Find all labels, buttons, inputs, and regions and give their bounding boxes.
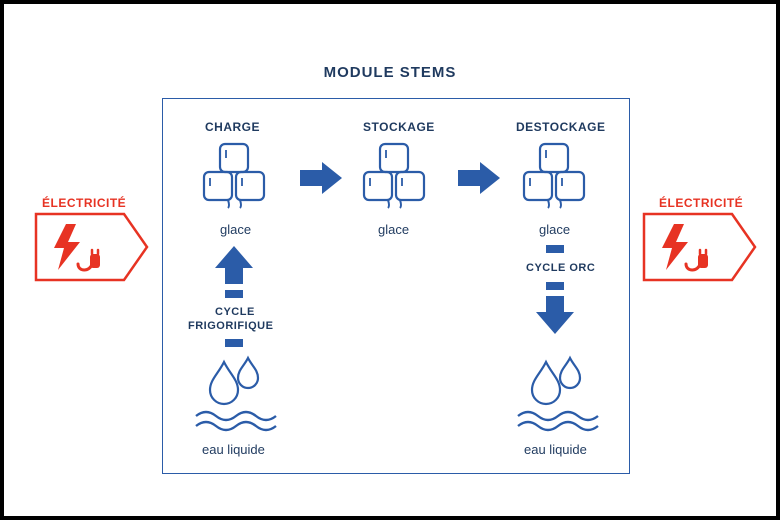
stage-destockage-label: DESTOCKAGE bbox=[516, 120, 605, 134]
cycle-orc-label: CYCLE ORC bbox=[526, 262, 595, 274]
electricity-out-label: ÉLECTRICITÉ bbox=[659, 196, 743, 210]
water-right-icon bbox=[512, 354, 602, 434]
caption-stockage-glace: glace bbox=[378, 222, 409, 237]
ice-cubes-charge-icon bbox=[196, 140, 272, 210]
electricity-in-label: ÉLECTRICITÉ bbox=[42, 196, 126, 210]
bolt-plug-icon-out bbox=[654, 220, 718, 274]
stage-stockage-label: STOCKAGE bbox=[363, 120, 435, 134]
ice-cubes-stockage-icon bbox=[356, 140, 432, 210]
cycle-frigo-line1: CYCLE bbox=[215, 306, 255, 318]
diagram-title: MODULE STEMS bbox=[4, 64, 776, 81]
arrow-right-2-icon bbox=[456, 160, 502, 196]
bolt-plug-icon-in bbox=[46, 220, 110, 274]
caption-destockage-glace: glace bbox=[539, 222, 570, 237]
caption-eau-liquide-left: eau liquide bbox=[202, 442, 265, 457]
ice-cubes-destockage-icon bbox=[516, 140, 592, 210]
arrow-down-icon bbox=[534, 280, 576, 336]
water-left-icon bbox=[190, 354, 280, 434]
cycle-frigo-line2: FRIGORIFIQUE bbox=[188, 320, 273, 332]
arrow-up-tail-icon bbox=[213, 336, 255, 350]
caption-charge-glace: glace bbox=[220, 222, 251, 237]
arrow-up-icon bbox=[213, 244, 255, 300]
arrow-right-1-icon bbox=[298, 160, 344, 196]
caption-eau-liquide-right: eau liquide bbox=[524, 442, 587, 457]
stage-charge-label: CHARGE bbox=[205, 120, 260, 134]
arrow-down-tail-icon bbox=[534, 242, 576, 256]
